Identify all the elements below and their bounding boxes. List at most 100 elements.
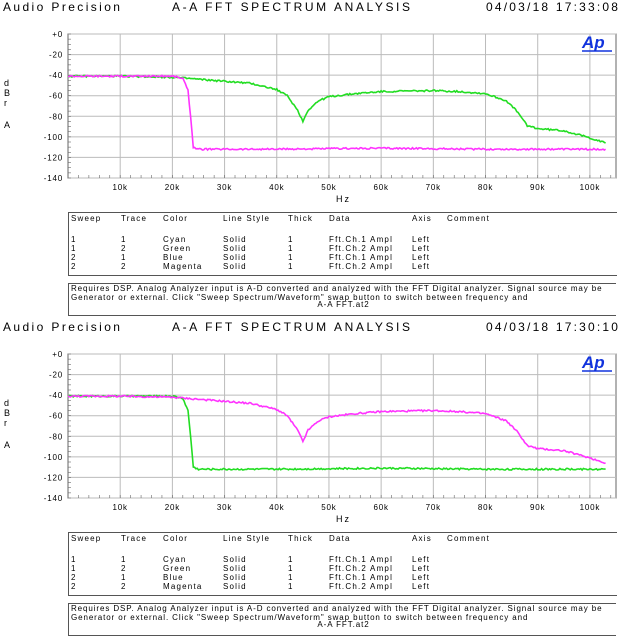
y-tick-label: -80 (49, 432, 63, 441)
legend-header-cell: Line Style (223, 214, 271, 223)
legend-row: 2 1 Blue Solid 1 Fft.Ch.1 Ampl Left (69, 573, 617, 582)
trace-legend-table: Sweep Trace Color Line Style Thick Data Axis Co… (68, 532, 617, 596)
legend-cell: Left (412, 253, 431, 262)
legend-cell: Solid (223, 235, 247, 244)
legend-cell: Fft.Ch.2 Ampl (329, 262, 394, 271)
x-tick-label: 50k (321, 183, 336, 192)
x-tick-label: 40k (269, 503, 284, 512)
legend-cell: Fft.Ch.2 Ampl (329, 564, 394, 573)
y-axis-label-r: r (4, 418, 8, 428)
legend-row: 2 1 Blue Solid 1 Fft.Ch.1 Ampl Left (69, 253, 617, 262)
chart-title: A-A FFT SPECTRUM ANALYSIS (172, 0, 413, 14)
legend-cell: Fft.Ch.1 Ampl (329, 235, 394, 244)
legend-cell: 1 (71, 235, 77, 244)
legend-cell: Blue (163, 253, 184, 262)
x-tick-label: 70k (426, 183, 441, 192)
spectrum-chart: +0 -20 -40 -60 -80 -100 -120 -140 10k 20k 30k 40k 50… (44, 30, 617, 192)
legend-cell: 1 (121, 235, 127, 244)
legend-cell: 1 (121, 555, 127, 564)
legend-cell: Solid (223, 253, 247, 262)
note-file: A-A FFT.at2 (317, 300, 370, 309)
ap-logo-icon: Ap (581, 353, 605, 372)
x-tick-label: 30k (217, 183, 232, 192)
legend-cell: Fft.Ch.1 Ampl (329, 573, 394, 582)
legend-header-cell: Data (329, 214, 351, 223)
x-axis-label: Hz (336, 514, 351, 524)
x-tick-label: 30k (217, 503, 232, 512)
legend-header-cell: Data (329, 534, 351, 543)
x-tick-label: 10k (113, 183, 128, 192)
legend-cell: Magenta (163, 582, 203, 591)
y-tick-label: -120 (44, 153, 63, 162)
legend-cell: Left (412, 564, 431, 573)
fft-panel-1: Audio Precision A-A FFT SPECTRUM ANALYSI… (3, 0, 621, 316)
x-tick-label: 20k (165, 503, 180, 512)
y-axis-label-d: d (4, 398, 11, 408)
legend-row: 1 1 Cyan Solid 1 Fft.Ch.1 Ampl Left (69, 235, 617, 244)
legend-cell: 1 (71, 564, 77, 573)
legend-cell: 1 (121, 573, 127, 582)
datetime-label: 04/03/18 17:30:10 (486, 320, 621, 334)
legend-cell: 2 (121, 582, 127, 591)
legend-cell: Left (412, 582, 431, 591)
note-line-1: Requires DSP. Analog Analyzer input is A… (71, 284, 603, 293)
legend-cell: Solid (223, 573, 247, 582)
y-tick-label: -120 (44, 473, 63, 482)
legend-row: 2 2 Magenta Solid 1 Fft.Ch.2 Ampl Left (69, 262, 617, 271)
legend-cell: 1 (288, 555, 294, 564)
y-tick-label: -100 (44, 133, 63, 142)
note-line-1: Requires DSP. Analog Analyzer input is A… (71, 604, 603, 613)
datetime-label: 04/03/18 17:33:08 (486, 0, 621, 14)
legend-header-cell: Color (163, 534, 189, 543)
x-tick-label: 60k (373, 183, 388, 192)
legend-cell: Fft.Ch.2 Ampl (329, 244, 394, 253)
series-line-magenta (67, 394, 606, 465)
legend-cell: 2 (121, 564, 127, 573)
x-tick-label: 100k (580, 503, 601, 512)
brand-label: Audio Precision (3, 320, 123, 334)
legend-header-cell: Color (163, 214, 189, 223)
legend-header-cell: Axis (412, 214, 432, 223)
ap-logo-icon: Ap (581, 33, 605, 52)
legend-row: 1 1 Cyan Solid 1 Fft.Ch.1 Ampl Left (69, 555, 617, 564)
legend-cell: 1 (288, 235, 294, 244)
x-tick-label: 80k (478, 503, 493, 512)
trace-legend-table: Sweep Trace Color Line Style Thick Data Axis Co… (68, 212, 617, 276)
fft-panel-2: Audio Precision A-A FFT SPECTRUM ANALYSI… (0, 320, 636, 640)
legend-cell: 1 (288, 564, 294, 573)
legend-cell: 2 (71, 262, 77, 271)
y-tick-label: -60 (49, 92, 63, 101)
plot-frame (67, 353, 617, 499)
legend-cell: Cyan (163, 555, 187, 564)
y-axis-label-d: d (4, 78, 11, 88)
y-tick-label: -20 (49, 51, 63, 60)
legend-header-cell: Sweep (71, 534, 102, 543)
legend-row: 2 2 Magenta Solid 1 Fft.Ch.2 Ampl Left (69, 582, 617, 591)
legend-header-cell: Comment (447, 214, 491, 223)
legend-cell: Left (412, 573, 431, 582)
legend-cell: Solid (223, 262, 247, 271)
plot-frame (67, 33, 617, 179)
note-line-2: Generator or external. Click "Sweep Spec… (71, 613, 529, 622)
legend-cell: Fft.Ch.1 Ampl (329, 555, 394, 564)
legend-header-cell: Trace (121, 534, 148, 543)
y-tick-label: +0 (52, 350, 63, 359)
legend-cell: 1 (121, 253, 127, 262)
y-axis-label-b: B (4, 408, 12, 418)
legend-cell: 1 (288, 573, 294, 582)
legend-header-row: Sweep Trace Color Line Style Thick Data Axis Co… (69, 534, 617, 543)
legend-row: 1 2 Green Solid 1 Fft.Ch.2 Ampl Left (69, 244, 617, 253)
legend-cell: 2 (121, 244, 127, 253)
legend-row: 1 2 Green Solid 1 Fft.Ch.2 Ampl Left (69, 564, 617, 573)
legend-cell: 1 (71, 555, 77, 564)
spectrum-chart: +0 -20 -40 -60 -80 -100 -120 -140 10k 20k 30k 40k 50… (44, 350, 617, 512)
y-axis-label-b: B (4, 88, 12, 98)
legend-cell: Solid (223, 564, 247, 573)
series-line-green (67, 394, 606, 472)
x-tick-label: 40k (269, 183, 284, 192)
x-tick-label: 10k (113, 503, 128, 512)
y-tick-label: -140 (44, 174, 63, 183)
y-axis-label-a: A (4, 120, 12, 130)
legend-cell: 2 (71, 582, 77, 591)
y-tick-label: -20 (49, 371, 63, 380)
